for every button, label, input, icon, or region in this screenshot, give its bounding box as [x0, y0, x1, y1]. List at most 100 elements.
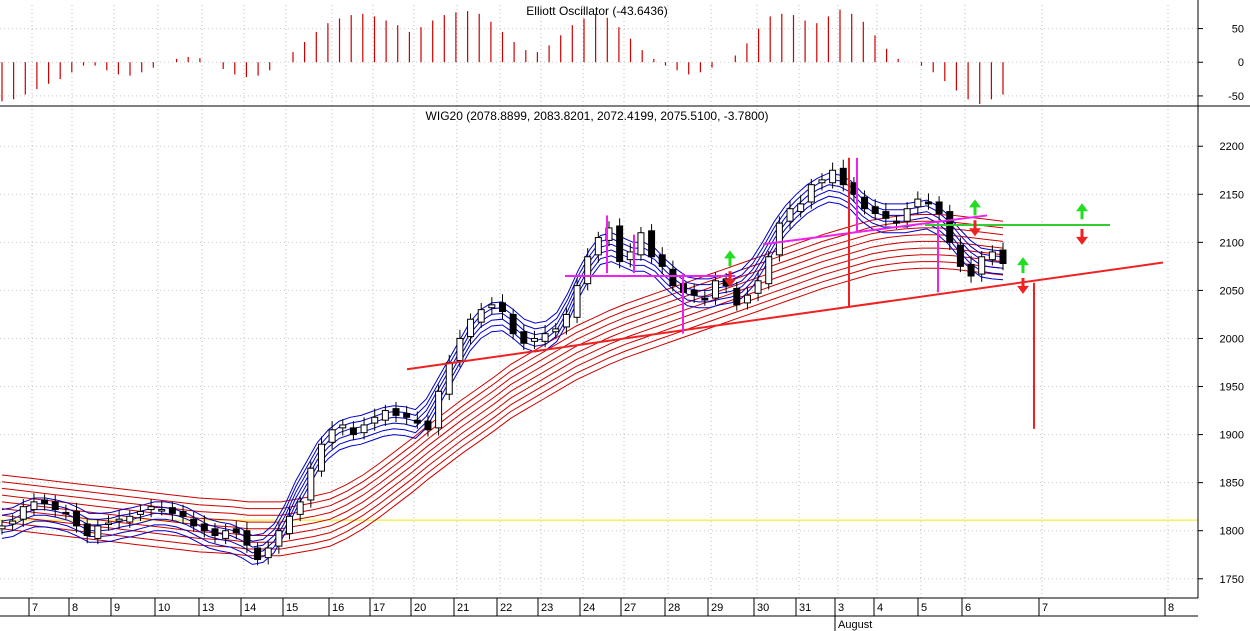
- y-tick-label: 2050: [1220, 285, 1244, 297]
- candle-body: [254, 547, 262, 561]
- candle-body: [616, 225, 624, 263]
- x-tick-label: 14: [244, 602, 256, 614]
- x-tick-label: 22: [500, 602, 512, 614]
- down-arrow: [724, 271, 736, 288]
- x-tick-label: 23: [541, 602, 553, 614]
- candle-body: [62, 511, 70, 515]
- long-ma-line: [1, 234, 1004, 523]
- down-arrow: [969, 220, 981, 237]
- candle-body: [360, 424, 368, 434]
- candle-body: [392, 408, 400, 416]
- x-tick-label: 13: [202, 602, 214, 614]
- candle-body: [690, 289, 698, 296]
- price-panel: [0, 157, 1198, 566]
- y-tick-label: 1800: [1220, 526, 1244, 538]
- down-arrow-head: [1076, 236, 1088, 245]
- x-tick-label: 7: [1042, 602, 1048, 614]
- oscillator-y-tick-label: 50: [1232, 24, 1244, 36]
- candle-body: [232, 528, 240, 534]
- x-tick-label: 9: [114, 602, 120, 614]
- candle-body: [200, 523, 208, 532]
- x-tick-label: 24: [583, 602, 595, 614]
- candle-body: [914, 198, 922, 208]
- y-tick-label: 1850: [1220, 478, 1244, 490]
- candle-body: [573, 285, 581, 318]
- down-arrow: [1076, 228, 1088, 245]
- long-ma-line: [1, 240, 1004, 530]
- candle-body: [307, 467, 315, 501]
- candle-body: [594, 237, 602, 256]
- candle-body: [168, 507, 176, 514]
- candle-body: [115, 518, 123, 522]
- candle-body: [339, 424, 347, 429]
- x-tick-label: 6: [965, 602, 971, 614]
- short-ma-line: [1, 172, 1004, 537]
- candle-body: [9, 520, 17, 525]
- x-tick-label: 17: [373, 602, 385, 614]
- long-ma-line: [1, 261, 1004, 550]
- candle-body: [509, 313, 517, 335]
- candle-body: [637, 232, 645, 256]
- candle-body: [264, 547, 272, 559]
- oscillator-title: Elliott Oscillator (-43.6436): [526, 4, 667, 18]
- candle-body: [648, 230, 656, 258]
- candle-body: [882, 211, 890, 219]
- candle-body: [477, 309, 485, 323]
- candle-body: [371, 416, 379, 424]
- candle-body: [424, 420, 432, 431]
- candle-body: [0, 525, 6, 530]
- x-tick-label: 15: [286, 602, 298, 614]
- x-tick-label: 21: [457, 602, 469, 614]
- x-tick-label: 28: [668, 602, 680, 614]
- candle-body: [158, 509, 166, 512]
- candle-body: [381, 410, 389, 421]
- down-arrow-head: [724, 279, 736, 288]
- y-tick-label: 2150: [1220, 189, 1244, 201]
- candle-body: [839, 167, 847, 186]
- up-arrow-head: [1076, 203, 1088, 212]
- support-trend-line: [406, 261, 1164, 371]
- up-arrow: [1017, 257, 1029, 274]
- candle-body: [956, 244, 964, 267]
- candle-body: [786, 208, 794, 222]
- candle-body: [222, 530, 230, 539]
- x-tick-label: 31: [799, 602, 811, 614]
- short-ma-line: [1, 195, 1004, 560]
- candle-body: [243, 530, 251, 546]
- candle-body: [829, 169, 837, 184]
- candle-body: [456, 337, 464, 362]
- candle-body: [51, 501, 59, 511]
- candle-body: [179, 510, 187, 517]
- candle-body: [19, 506, 27, 520]
- up-arrow-head: [969, 199, 981, 208]
- y-tick-label: 2200: [1220, 141, 1244, 153]
- candle-body: [711, 280, 719, 299]
- candle-body: [296, 501, 304, 515]
- candle-body: [903, 208, 911, 222]
- candle-body: [978, 256, 986, 275]
- candle-body: [946, 211, 954, 243]
- x-tick-label: 8: [1168, 602, 1174, 614]
- x-tick-label: 3: [838, 602, 844, 614]
- candle-body: [349, 427, 357, 436]
- candle-body: [435, 390, 443, 429]
- candle-body: [41, 499, 49, 505]
- candle-body: [999, 249, 1007, 264]
- candle-body: [445, 362, 453, 395]
- long-ma-line: [1, 227, 1004, 516]
- x-tick-label: 30: [757, 602, 769, 614]
- x-tick-label: 5: [921, 602, 927, 614]
- candle-body: [147, 506, 155, 511]
- long-ma-line: [1, 247, 1004, 536]
- candle-body: [467, 318, 475, 338]
- candle-body: [520, 331, 528, 344]
- candle-body: [552, 328, 560, 333]
- candle-body: [530, 337, 538, 342]
- up-arrow: [1076, 203, 1088, 220]
- candle-body: [797, 203, 805, 213]
- candle-body: [541, 333, 549, 342]
- candle-body: [286, 515, 294, 535]
- candle-body: [626, 251, 634, 261]
